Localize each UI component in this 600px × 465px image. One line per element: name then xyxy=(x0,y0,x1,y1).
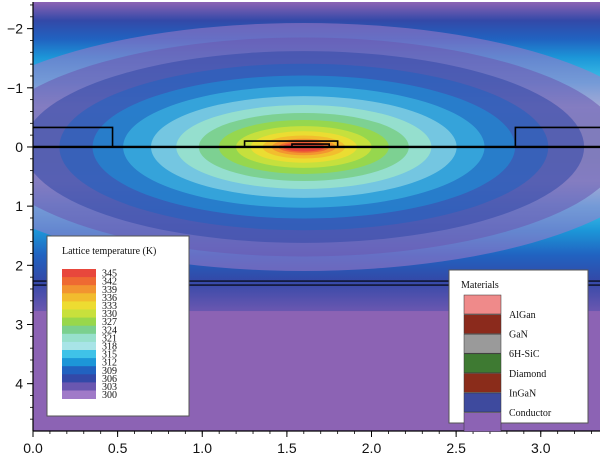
colorbar-swatch-342 xyxy=(62,277,96,286)
colorbar-swatch-339 xyxy=(62,285,96,294)
material-swatch-conductor xyxy=(463,392,502,413)
material-label-6h-sic: 6H-SiC xyxy=(509,349,540,360)
plot-area xyxy=(33,2,600,431)
y-tick-label: −2 xyxy=(7,21,23,37)
colorbar-swatch-327 xyxy=(62,317,96,327)
colorbar-swatch-303 xyxy=(62,382,96,391)
x-tick-label: 3.0 xyxy=(531,440,551,456)
colorbar-label-312: 312 xyxy=(102,358,117,369)
colorbar-label-324: 324 xyxy=(102,325,117,336)
colorbar-swatch-345 xyxy=(62,269,96,278)
material-label-algan: AlGan xyxy=(509,310,536,321)
colorbar-swatch-312 xyxy=(62,358,96,367)
materials-legend: Materials AlGan GaN 6H-SiC Diamond InGaN Cond… xyxy=(448,269,589,432)
colorbar-swatch-330 xyxy=(62,309,96,318)
material-label-conductor: Conductor xyxy=(509,408,552,419)
colorbar-swatch-318 xyxy=(62,341,96,351)
temperature-legend-entries: 3453423393363333303273243213183153123093… xyxy=(62,269,117,401)
device-outline-4 xyxy=(291,143,330,147)
colorbar-swatch-306 xyxy=(62,374,96,383)
colorbar-label-330: 330 xyxy=(102,309,117,320)
colorbar-label-345: 345 xyxy=(102,269,117,280)
device-outline-1 xyxy=(33,126,114,147)
materials-legend-title: Materials xyxy=(461,280,499,291)
material-label-diamond: Diamond xyxy=(509,369,546,380)
material-swatch-diamond xyxy=(463,353,502,374)
colorbar-label-321: 321 xyxy=(102,333,117,344)
x-tick-label: 2.0 xyxy=(362,440,382,456)
colorbar-label-339: 339 xyxy=(102,285,117,296)
colorbar-swatch-321 xyxy=(62,333,96,343)
colorbar-label-309: 309 xyxy=(102,366,117,377)
y-tick-label: 3 xyxy=(15,316,23,332)
colorbar-label-315: 315 xyxy=(102,350,117,361)
y-tick-label: 2 xyxy=(15,257,23,273)
material-swatch-unlabeled xyxy=(463,412,502,432)
colorbar-swatch-309 xyxy=(62,366,96,375)
temperature-legend: Lattice temperature (K) 3453423393363333… xyxy=(46,235,190,417)
colorbar-label-342: 342 xyxy=(102,277,117,288)
material-swatch-6h-sic xyxy=(463,333,502,354)
y-tick-label: 1 xyxy=(15,198,23,214)
colorbar-swatch-300 xyxy=(62,390,96,399)
material-swatch-ingan xyxy=(463,373,502,393)
colorbar-label-336: 336 xyxy=(102,293,117,304)
x-tick-label: 0.5 xyxy=(108,440,128,456)
axes: −2 −1 0 1 2 3 4 0.0 0.5 1.0 1.5 2.0 2.5 3.0 xyxy=(7,2,600,456)
materials-legend-entries: AlGan GaN 6H-SiC Diamond InGaN Conductor xyxy=(463,294,552,432)
material-swatch-algan xyxy=(463,294,502,315)
x-tick-label: 2.5 xyxy=(446,440,466,456)
device-outlines xyxy=(33,126,600,147)
y-tick-label: 0 xyxy=(15,139,23,155)
colorbar-label-306: 306 xyxy=(102,374,117,385)
y-tick-label: 4 xyxy=(15,376,23,392)
device-outline-2 xyxy=(514,126,600,147)
colorbar-label-318: 318 xyxy=(102,342,117,353)
colorbar-label-300: 300 xyxy=(102,390,117,401)
colorbar-label-327: 327 xyxy=(102,317,117,328)
temperature-legend-title: Lattice temperature (K) xyxy=(62,246,156,257)
device-outline-3 xyxy=(243,140,339,147)
colorbar-swatch-333 xyxy=(62,301,96,310)
colorbar-swatch-315 xyxy=(62,350,96,359)
x-tick-label: 1.5 xyxy=(277,440,297,456)
material-label-ingan: InGaN xyxy=(509,388,536,399)
x-tick-label: 0.0 xyxy=(23,440,43,456)
colorbar-label-303: 303 xyxy=(102,382,117,393)
x-tick-label: 1.0 xyxy=(193,440,213,456)
colorbar-swatch-324 xyxy=(62,325,96,335)
material-swatch-gan xyxy=(463,314,502,334)
y-tick-label: −1 xyxy=(7,80,23,96)
material-label-gan: GaN xyxy=(509,330,528,341)
colorbar-label-333: 333 xyxy=(102,301,117,312)
colorbar-swatch-336 xyxy=(62,293,96,302)
